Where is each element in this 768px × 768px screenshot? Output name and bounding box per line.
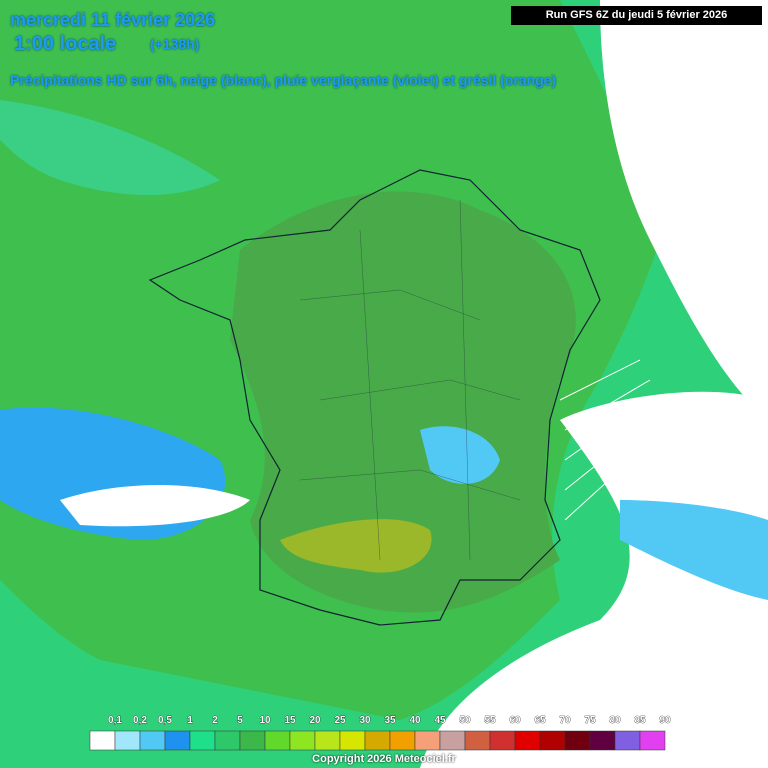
snow-hatch <box>559 359 651 521</box>
legend-swatch <box>189 730 216 751</box>
legend-swatch <box>264 730 291 751</box>
legend-swatch <box>139 730 166 751</box>
legend-swatch <box>164 730 191 751</box>
description: Précipitations HD sur 6h, neige (blanc),… <box>10 72 557 88</box>
legend-label: 20 <box>309 715 321 726</box>
legend-label: 15 <box>284 715 296 726</box>
legend-swatch <box>289 730 316 751</box>
legend-swatch <box>564 730 591 751</box>
legend: 0,1 0,2 0,5 1 2 5 10 15 20 25 30 35 40 45 50 55 60 65 70 75… <box>89 715 671 751</box>
rain-area <box>230 191 576 613</box>
legend-swatch <box>389 730 416 751</box>
legend-label: 0,5 <box>158 715 172 726</box>
legend-label: 45 <box>434 715 446 726</box>
legend-label: 85 <box>634 715 646 726</box>
legend-label: 2 <box>212 715 218 726</box>
legend-swatch <box>614 730 641 751</box>
legend-label: 35 <box>384 715 396 726</box>
copyright: Copyright 2026 Meteociel.fr <box>312 753 456 765</box>
legend-swatch <box>339 730 366 751</box>
legend-label: 5 <box>237 715 243 726</box>
snow-area <box>60 485 250 527</box>
time: 1:00 locale <box>14 33 117 55</box>
legend-swatch <box>489 730 516 751</box>
rain-area <box>0 100 220 195</box>
run-info: Run GFS 6Z du jeudi 5 février 2026 <box>511 6 762 25</box>
legend-swatch <box>414 730 441 751</box>
legend-label: 50 <box>459 715 471 726</box>
legend-label: 0,2 <box>133 715 147 726</box>
legend-swatch <box>114 730 141 751</box>
legend-label: 70 <box>559 715 571 726</box>
rain-area <box>620 500 768 600</box>
legend-label: 1 <box>187 715 193 726</box>
legend-label: 40 <box>409 715 421 726</box>
legend-swatch <box>514 730 541 751</box>
legend-label: 25 <box>334 715 346 726</box>
lead-time: (+138h) <box>150 36 200 52</box>
legend-swatch <box>314 730 341 751</box>
legend-swatch <box>464 730 491 751</box>
legend-label: 0,1 <box>108 715 122 726</box>
legend-label: 10 <box>259 715 271 726</box>
legend-swatch <box>214 730 241 751</box>
legend-swatch <box>364 730 391 751</box>
rain-area <box>420 426 500 484</box>
legend-swatch <box>589 730 616 751</box>
legend-swatch <box>639 730 666 751</box>
legend-label: 90 <box>659 715 671 726</box>
legend-swatch <box>439 730 466 751</box>
legend-swatch <box>539 730 566 751</box>
no-rain-area <box>420 391 768 768</box>
date: mercredi 11 février 2026 <box>10 10 216 30</box>
legend-label: 30 <box>359 715 371 726</box>
legend-swatch <box>89 730 116 751</box>
legend-label: 60 <box>509 715 521 726</box>
legend-label: 55 <box>484 715 496 726</box>
rain-area <box>280 519 432 573</box>
no-rain-area <box>600 0 768 420</box>
legend-label: 75 <box>584 715 596 726</box>
coastline <box>148 169 601 626</box>
legend-label: 65 <box>534 715 546 726</box>
legend-swatch <box>239 730 266 751</box>
legend-label: 80 <box>609 715 621 726</box>
borders <box>299 199 521 561</box>
